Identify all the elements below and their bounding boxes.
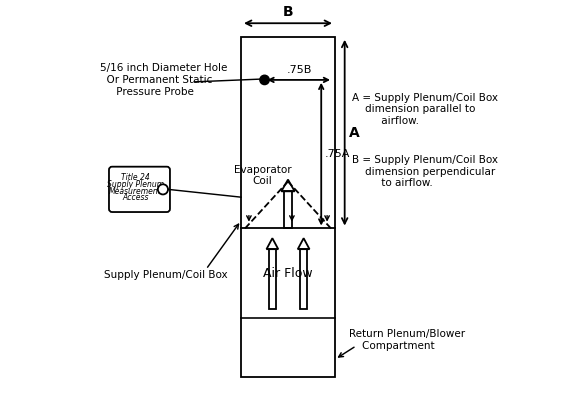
Text: B = Supply Plenum/Coil Box
    dimension perpendicular
         to airflow.: B = Supply Plenum/Coil Box dimension per… [353, 155, 498, 188]
FancyBboxPatch shape [109, 167, 170, 212]
Text: Measurement: Measurement [109, 187, 162, 196]
Text: .75B: .75B [287, 65, 312, 75]
Text: Title 24: Title 24 [121, 173, 150, 182]
Text: .75A: .75A [324, 149, 350, 159]
Text: Return Plenum/Blower
    Compartment: Return Plenum/Blower Compartment [348, 329, 465, 351]
Text: Access: Access [122, 193, 149, 203]
Circle shape [260, 75, 269, 85]
Text: B: B [283, 6, 293, 19]
Text: Air Flow: Air Flow [263, 267, 313, 280]
Text: Evaporator
Coil: Evaporator Coil [234, 165, 291, 186]
Text: 5/16 inch Diameter Hole
  Or Permanent Static
     Pressure Probe: 5/16 inch Diameter Hole Or Permanent Sta… [100, 63, 228, 97]
Text: A = Supply Plenum/Coil Box
    dimension parallel to
         airflow.: A = Supply Plenum/Coil Box dimension par… [353, 93, 498, 126]
Text: A: A [350, 126, 360, 140]
Circle shape [158, 184, 168, 194]
Text: Supply Plenum: Supply Plenum [107, 180, 164, 189]
Text: Supply Plenum/Coil Box: Supply Plenum/Coil Box [104, 270, 228, 281]
